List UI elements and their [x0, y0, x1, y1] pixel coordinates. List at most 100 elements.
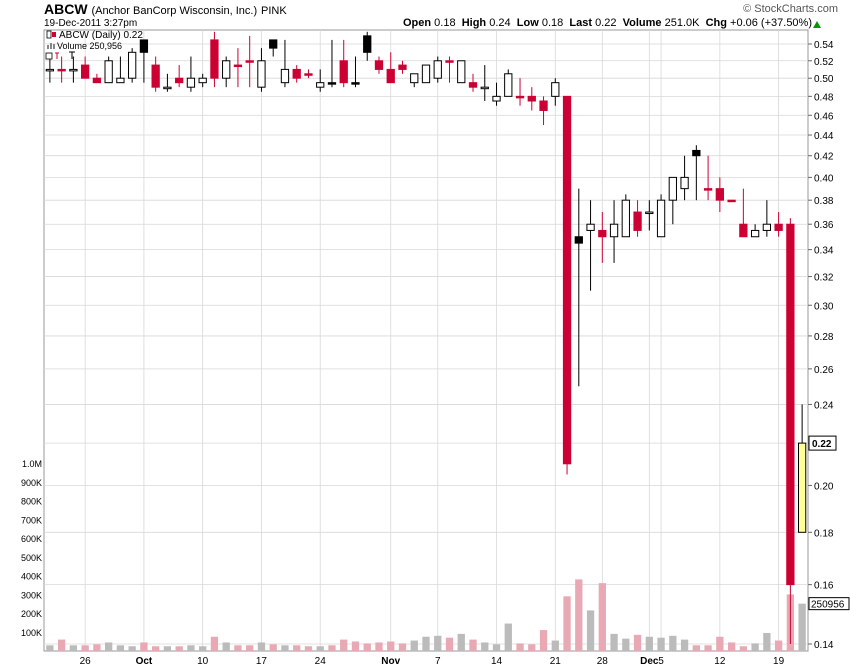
candle-body: [562, 95, 572, 465]
price-tick-label: 0.42: [814, 152, 834, 163]
candle: [621, 194, 630, 238]
low-label: Low: [516, 17, 539, 29]
volume-bar: [175, 646, 183, 651]
candle-body: [374, 60, 384, 70]
volume-bar: [727, 642, 736, 651]
volume-bar: [281, 645, 289, 651]
watermark: © StockCharts.com: [743, 3, 838, 15]
price-tick-label: 0.20: [814, 481, 834, 492]
candle-body: [515, 95, 525, 99]
price-tick-label: 0.46: [814, 111, 834, 122]
candle-body: [57, 68, 66, 72]
candle: [551, 78, 560, 106]
last-label: Last: [569, 17, 592, 29]
volume-bar: [57, 639, 66, 651]
candle-body: [433, 60, 442, 79]
price-tick-label: 0.40: [814, 173, 834, 184]
candle: [633, 200, 642, 237]
volume-bar: [716, 636, 724, 651]
candle-body: [104, 60, 113, 84]
candle: [163, 73, 172, 92]
volume-tick-label: 1.0M: [22, 459, 42, 469]
date-tick-label: Oct: [136, 656, 153, 667]
candle-body: [727, 199, 736, 203]
volume-bar: [105, 642, 113, 651]
candle: [727, 199, 736, 203]
candle-body: [774, 223, 783, 231]
volume-tick-label: 700K: [21, 515, 42, 525]
price-tick-label: 0.16: [814, 581, 834, 592]
datetime: 19-Dec-2011 3:27pm: [44, 18, 138, 29]
volume-bar: [469, 639, 477, 651]
candle-body: [680, 176, 689, 190]
candle-body: [750, 229, 760, 238]
candle: [151, 56, 160, 92]
volume-bar: [246, 645, 254, 651]
volume-bar: [598, 583, 606, 651]
volume-bar: [575, 579, 583, 651]
candle: [504, 69, 513, 97]
candle: [480, 65, 489, 102]
volume-bar: [199, 646, 207, 651]
candle-body: [80, 64, 90, 79]
legend-volume: Volume 250,956: [47, 41, 122, 51]
candle-body: [386, 68, 395, 84]
candle-body: [175, 77, 184, 84]
company-name: (Anchor BanCorp Wisconsin, Inc.): [91, 5, 258, 17]
date-tick-label: 26: [80, 656, 92, 667]
candle-body: [410, 73, 419, 84]
candle-body: [327, 82, 337, 85]
volume-bar: [116, 645, 125, 651]
candle-body: [633, 211, 642, 231]
volume-bar: [93, 644, 101, 651]
price-tick-label: 0.52: [814, 57, 834, 68]
candle: [468, 73, 478, 92]
price-tick-label: 0.44: [814, 131, 834, 142]
price-tick-label: 0.34: [814, 246, 834, 257]
volume-label: Volume: [622, 17, 662, 29]
candle: [45, 56, 55, 83]
volume-bar: [128, 646, 136, 651]
candle-body: [45, 68, 55, 72]
candle-body: [445, 60, 454, 63]
candle-body: [527, 95, 536, 102]
volume-bar: [692, 645, 700, 651]
candle-body: [480, 86, 489, 90]
candle: [515, 78, 525, 106]
candle: [304, 69, 313, 79]
exchange-name: PINK: [261, 5, 287, 17]
date-tick-label: 28: [597, 656, 609, 667]
price-tick-label: 0.32: [814, 273, 834, 284]
plot-frame: [43, 29, 809, 652]
volume-bar: [163, 646, 172, 651]
candle: [92, 73, 102, 84]
date-tick-label: 14: [491, 656, 503, 667]
volume-tick-label: 500K: [21, 553, 42, 563]
price-tick-label: 0.50: [814, 74, 834, 85]
candle: [586, 200, 595, 291]
volume-bar: [657, 637, 665, 651]
candle-body: [656, 199, 666, 238]
candle-body: [233, 64, 243, 68]
legend-price-label: ABCW (Daily) 0.22: [59, 30, 143, 41]
chg-value: +0.06 (+37.50%): [730, 17, 812, 29]
candle: [445, 56, 454, 83]
candle: [539, 96, 548, 126]
candle-body: [186, 77, 196, 88]
candle: [457, 60, 466, 84]
candle-body: [574, 236, 583, 244]
candle: [210, 31, 219, 88]
volume-bar: [340, 639, 348, 651]
candle-body: [797, 442, 807, 533]
date-tick-label: 10: [197, 656, 209, 667]
candle: [245, 35, 254, 88]
candle: [363, 31, 372, 61]
last-price-marker: 0.22: [808, 435, 837, 451]
volume-bar: [81, 645, 89, 651]
candle-body: [692, 149, 701, 157]
candle: [316, 69, 325, 92]
candle-body: [363, 35, 372, 53]
candle-body: [551, 82, 560, 97]
price-tick-label: 0.24: [814, 400, 834, 411]
candle: [327, 39, 337, 88]
